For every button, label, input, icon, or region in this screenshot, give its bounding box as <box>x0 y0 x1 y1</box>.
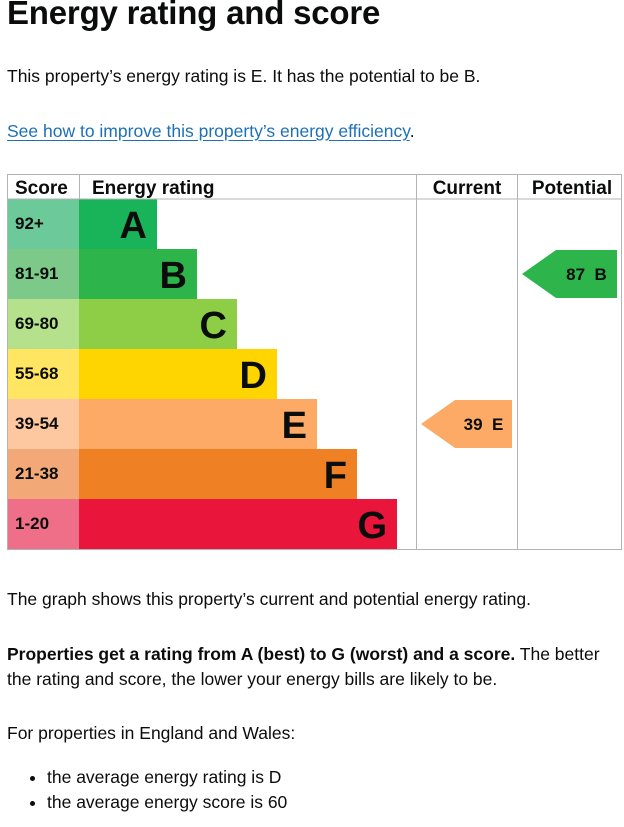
current-rating-arrow <box>421 400 512 448</box>
score-cell-a <box>7 199 79 249</box>
header-energy-rating: Energy rating <box>92 178 214 199</box>
score-cell-c <box>7 299 79 349</box>
score-range-f: 21-38 <box>15 464 58 483</box>
header-current: Current <box>433 178 502 199</box>
link-suffix: . <box>409 121 415 141</box>
score-range-g: 1-20 <box>15 514 49 533</box>
score-cell-e <box>7 399 79 449</box>
score-range-c: 69-80 <box>15 314 58 333</box>
score-range-e: 39-54 <box>15 414 59 433</box>
rating-band-f <box>79 449 357 499</box>
rating-band-b <box>79 249 197 299</box>
score-cell-b <box>7 249 79 299</box>
potential-rating-label: 87 B <box>566 265 607 284</box>
energy-rating-svg: Score Energy rating Current Potential 92… <box>7 174 622 550</box>
page-title: Energy rating and score <box>7 0 381 31</box>
current-rating-label: 39 E <box>464 415 504 434</box>
energy-rating-chart: Score Energy rating Current Potential 92… <box>7 174 622 550</box>
rating-band-e <box>79 399 317 449</box>
potential-rating-arrow <box>522 250 617 298</box>
header-potential: Potential <box>532 178 612 199</box>
average-score-item: the average energy score is 60 <box>47 790 287 815</box>
improve-link-paragraph: See how to improve this property’s energ… <box>7 119 415 144</box>
score-cell-f <box>7 449 79 499</box>
averages-list: the average energy rating is D the avera… <box>7 765 287 815</box>
rating-letter-d: D <box>240 355 267 397</box>
improve-efficiency-link[interactable]: See how to improve this property’s energ… <box>7 121 410 141</box>
ratings-explanation-rest: The better the rating and score, the low… <box>7 644 600 689</box>
score-range-d: 55-68 <box>15 364 58 383</box>
chart-border <box>7 174 622 550</box>
header-score: Score <box>15 178 68 199</box>
rating-letter-e: E <box>282 405 307 447</box>
rating-band-g <box>79 499 397 549</box>
score-cell-g <box>7 499 79 549</box>
bands-layer: 92+ A 81-91 B 69-80 C 55-68 D 39-54 E 21-38 F 1-20 G <box>7 199 397 549</box>
ratings-explanation-bold: Properties get a rating from A (best) to… <box>7 644 516 664</box>
rating-band-d <box>79 349 277 399</box>
rating-band-a <box>79 199 157 249</box>
rating-letter-a: A <box>120 205 147 247</box>
average-rating-item: the average energy rating is D <box>47 765 287 790</box>
graph-description: The graph shows this property’s current … <box>7 589 532 609</box>
rating-band-c <box>79 299 237 349</box>
rating-letter-g: G <box>357 505 387 547</box>
rating-letter-b: B <box>160 255 187 297</box>
rating-summary: This property’s energy rating is E. It h… <box>7 66 481 86</box>
score-range-b: 81-91 <box>15 264 58 283</box>
score-range-a: 92+ <box>15 214 44 233</box>
markers-layer: 39 E 87 B <box>421 250 617 448</box>
rating-letter-f: F <box>324 455 347 497</box>
rating-letter-c: C <box>200 305 227 347</box>
grid-layer <box>7 174 622 550</box>
ratings-explanation: Properties get a rating from A (best) to… <box>7 642 619 692</box>
score-cell-d <box>7 349 79 399</box>
england-wales-intro: For properties in England and Wales: <box>7 723 296 743</box>
